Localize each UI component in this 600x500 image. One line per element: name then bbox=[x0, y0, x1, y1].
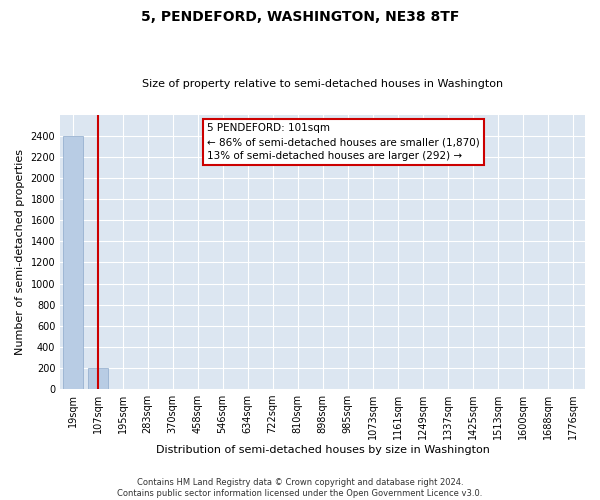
Bar bbox=[62, 136, 83, 389]
Title: Size of property relative to semi-detached houses in Washington: Size of property relative to semi-detach… bbox=[142, 79, 503, 89]
Y-axis label: Number of semi-detached properties: Number of semi-detached properties bbox=[15, 149, 25, 355]
Bar bbox=[88, 368, 107, 389]
X-axis label: Distribution of semi-detached houses by size in Washington: Distribution of semi-detached houses by … bbox=[155, 445, 490, 455]
Text: Contains HM Land Registry data © Crown copyright and database right 2024.
Contai: Contains HM Land Registry data © Crown c… bbox=[118, 478, 482, 498]
Text: 5, PENDEFORD, WASHINGTON, NE38 8TF: 5, PENDEFORD, WASHINGTON, NE38 8TF bbox=[141, 10, 459, 24]
Text: 5 PENDEFORD: 101sqm
← 86% of semi-detached houses are smaller (1,870)
13% of sem: 5 PENDEFORD: 101sqm ← 86% of semi-detach… bbox=[207, 123, 480, 161]
